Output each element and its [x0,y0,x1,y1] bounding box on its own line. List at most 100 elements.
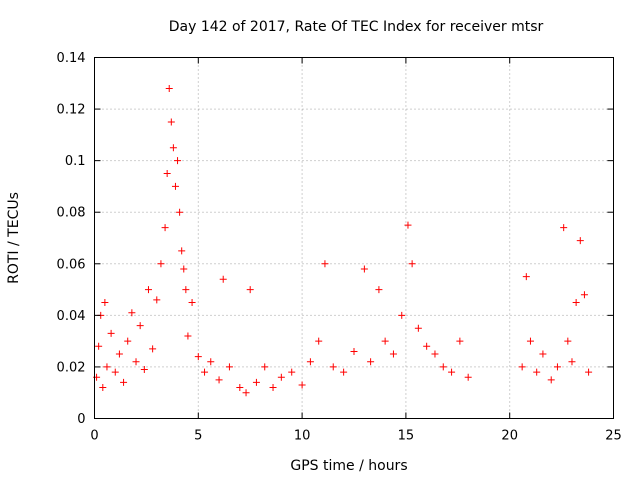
data-point [107,329,115,337]
data-point [178,247,186,255]
data-point [103,363,111,371]
data-point [321,260,329,268]
data-point [381,337,389,345]
data-point [414,324,422,332]
data-point [99,384,107,392]
plot-frame [94,57,614,419]
data-point [161,224,169,232]
x-tick-label: 0 [90,429,98,444]
x-tick-label: 20 [501,429,518,444]
data-point [456,337,464,345]
y-tick-label: 0 [77,412,85,427]
data-point [329,363,337,371]
data-point [194,353,202,361]
data-point [533,368,541,376]
data-point [144,286,152,294]
y-tick-label: 0.06 [57,257,86,272]
data-point [564,337,572,345]
data-point [539,350,547,358]
data-point [560,224,568,232]
data-point [522,273,530,281]
x-tick-label: 5 [194,429,202,444]
data-point [169,144,177,152]
data-point [219,275,227,283]
data-point [95,342,103,350]
chart-title: Day 142 of 2017, Rate Of TEC Index for r… [169,19,544,35]
data-point [277,373,285,381]
y-tick-label: 0.02 [57,360,86,375]
x-tick-label: 25 [605,429,622,444]
data-point [568,358,576,366]
data-point [236,384,244,392]
data-point [298,381,306,389]
data-point [315,337,323,345]
data-point [572,298,580,306]
data-point [201,368,209,376]
data-point [340,368,348,376]
data-point [576,237,584,245]
x-tick-label: 15 [398,429,415,444]
data-point [553,363,561,371]
data-point [439,363,447,371]
data-point [180,265,188,273]
data-point [585,368,593,376]
y-tick-label: 0.08 [57,206,86,221]
data-point [153,296,161,304]
data-point [225,363,233,371]
grid-lines [94,57,614,419]
data-point [207,358,215,366]
data-point [288,368,296,376]
data-point [423,342,431,350]
data-point [246,286,254,294]
data-point [171,182,179,190]
data-point [306,358,314,366]
data-point [140,366,148,374]
x-axis-title: GPS time / hours [290,458,407,474]
data-point [404,221,412,229]
data-point [464,373,472,381]
y-axis-title: ROTI / TECUs [6,192,22,284]
data-point [547,376,555,384]
axis-ticks: 0 0.02 0.04 0.06 0.08 0.1 0.12 0.14 0 5 10 15 20 25 [57,51,622,444]
data-point [580,291,588,299]
data-point [176,208,184,216]
data-point [132,358,140,366]
data-point [261,363,269,371]
data-point [375,286,383,294]
data-point [526,337,534,345]
data-point [115,350,123,358]
data-point [157,260,165,268]
data-point [111,368,119,376]
data-point [350,347,358,355]
data-point [389,350,397,358]
y-tick-label: 0.14 [57,51,86,66]
data-point [269,384,277,392]
data-point [101,298,109,306]
data-point [252,378,260,386]
data-points [93,84,593,397]
data-point [149,345,157,353]
data-point [165,84,173,92]
x-tick-label: 10 [294,429,311,444]
data-point [167,118,175,126]
data-point [215,376,223,384]
data-point [136,322,144,330]
y-tick-label: 0.04 [57,309,86,324]
data-point [518,363,526,371]
data-point [120,378,128,386]
data-point [174,157,182,165]
data-point [184,332,192,340]
data-point [242,389,250,397]
data-point [124,337,132,345]
data-point [398,311,406,319]
data-point [128,309,136,317]
data-point [188,298,196,306]
data-point [448,368,456,376]
data-point [367,358,375,366]
y-tick-label: 0.12 [57,103,86,118]
data-point [182,286,190,294]
data-point [360,265,368,273]
y-tick-label: 0.1 [65,154,86,169]
